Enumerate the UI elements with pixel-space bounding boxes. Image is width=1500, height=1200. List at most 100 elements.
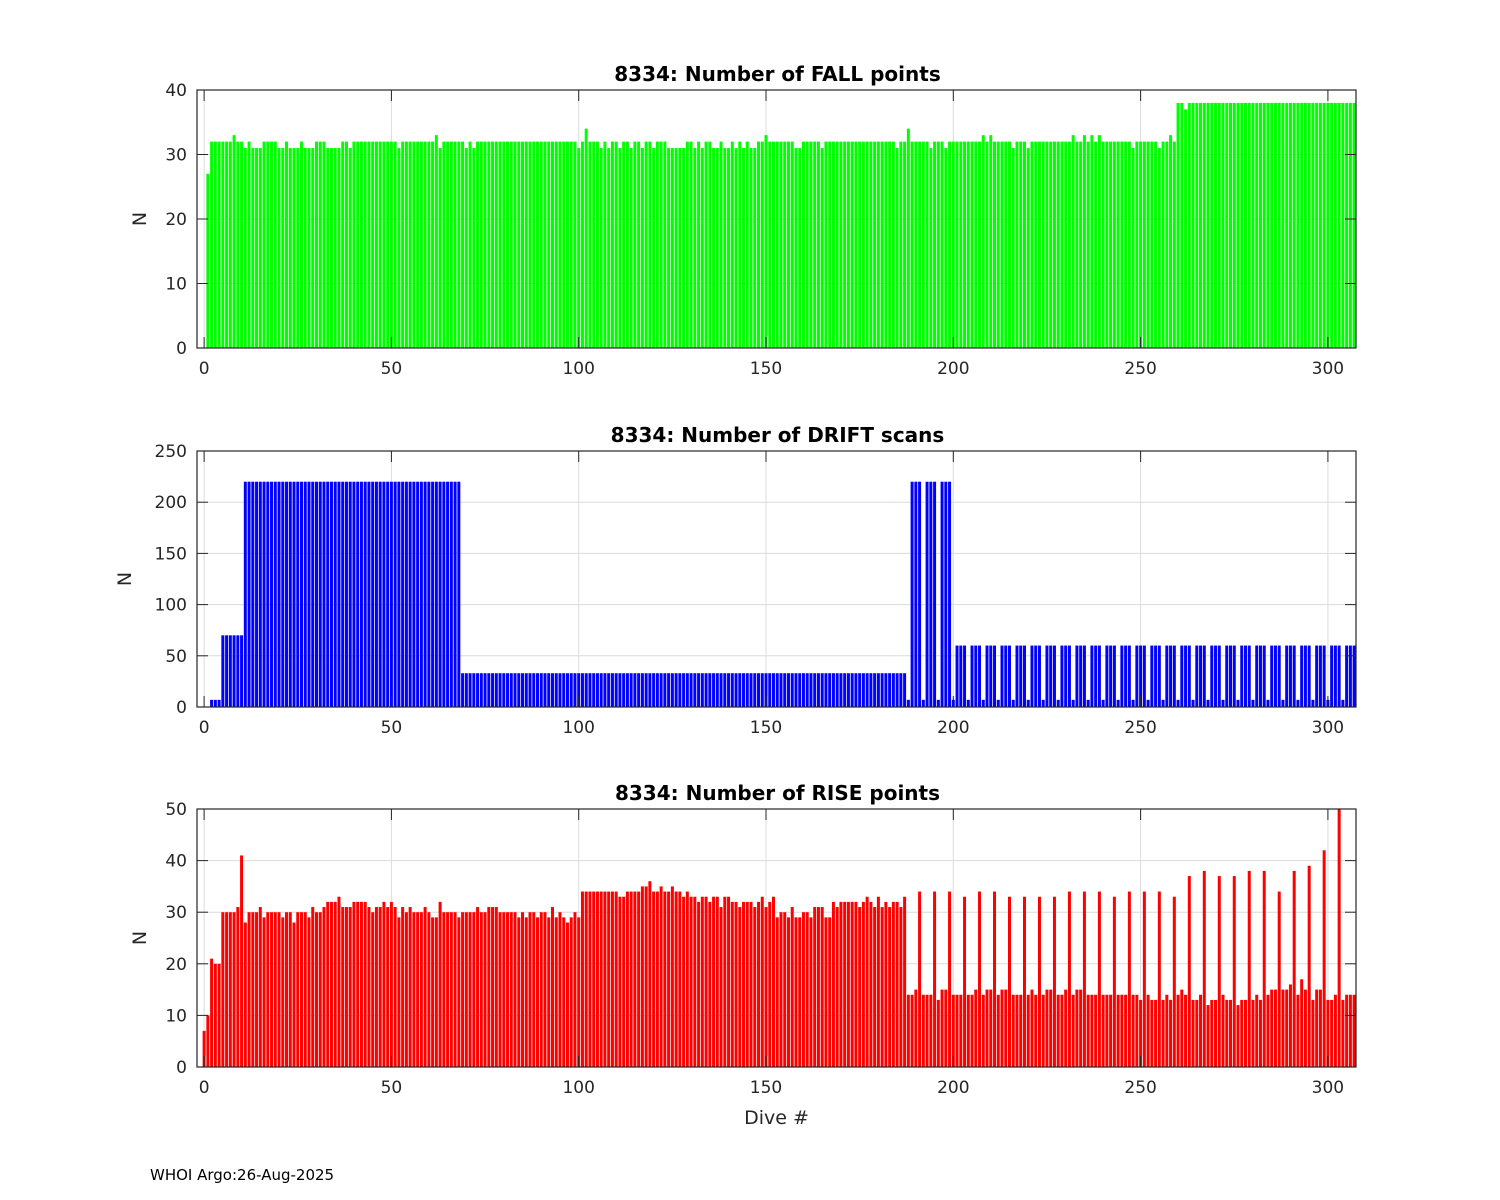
bar bbox=[344, 141, 348, 348]
bar bbox=[790, 673, 794, 707]
bar bbox=[809, 141, 813, 348]
bar bbox=[401, 907, 405, 1067]
x-tick-label: 100 bbox=[562, 359, 594, 379]
bar bbox=[948, 481, 952, 707]
bar bbox=[734, 148, 738, 348]
bar bbox=[1071, 994, 1075, 1067]
bar bbox=[652, 148, 656, 348]
bar bbox=[790, 907, 794, 1067]
bar bbox=[258, 148, 262, 348]
bar bbox=[1094, 994, 1098, 1067]
bar bbox=[270, 141, 274, 348]
bar bbox=[367, 481, 371, 707]
bar bbox=[412, 141, 416, 348]
bar bbox=[1097, 135, 1101, 348]
y-tick-label: 10 bbox=[165, 1006, 187, 1026]
y-tick-label: 50 bbox=[165, 647, 187, 667]
bar bbox=[592, 891, 596, 1067]
bar bbox=[678, 148, 682, 348]
bar bbox=[1202, 645, 1206, 707]
bar bbox=[854, 673, 858, 707]
bar bbox=[760, 896, 764, 1067]
bar bbox=[633, 141, 637, 348]
bar bbox=[487, 673, 491, 707]
bar bbox=[416, 141, 420, 348]
bar bbox=[1281, 102, 1285, 349]
bar bbox=[255, 481, 259, 707]
bar bbox=[1187, 645, 1191, 707]
bar bbox=[674, 148, 678, 348]
bar bbox=[610, 891, 614, 1067]
bar bbox=[397, 148, 401, 348]
bar bbox=[1199, 645, 1203, 707]
bar bbox=[1022, 141, 1026, 348]
x-tick-label: 150 bbox=[750, 1078, 782, 1098]
bar bbox=[580, 673, 584, 707]
bar bbox=[270, 912, 274, 1067]
bar bbox=[1300, 645, 1304, 707]
bar bbox=[659, 886, 663, 1067]
bar bbox=[933, 141, 937, 348]
bar bbox=[813, 141, 817, 348]
bar bbox=[831, 673, 835, 707]
bar bbox=[786, 673, 790, 707]
bar bbox=[539, 912, 543, 1067]
bar bbox=[1019, 645, 1023, 707]
bar bbox=[1262, 870, 1266, 1067]
bar bbox=[1094, 645, 1098, 707]
bar bbox=[502, 141, 506, 348]
bar bbox=[404, 481, 408, 707]
bar bbox=[820, 907, 824, 1067]
bar bbox=[236, 635, 240, 707]
bar bbox=[528, 141, 532, 348]
bar bbox=[948, 891, 952, 1067]
bar bbox=[247, 141, 251, 348]
bar bbox=[1026, 148, 1030, 348]
bar bbox=[386, 481, 390, 707]
bar bbox=[678, 891, 682, 1067]
bar bbox=[1165, 141, 1169, 348]
bar bbox=[861, 673, 865, 707]
bar bbox=[1210, 102, 1214, 349]
bar bbox=[565, 141, 569, 348]
bar bbox=[382, 141, 386, 348]
bar bbox=[1345, 994, 1349, 1067]
bar bbox=[1105, 645, 1109, 707]
bar bbox=[1045, 989, 1049, 1067]
bar bbox=[524, 673, 528, 707]
bar bbox=[951, 994, 955, 1067]
bar bbox=[1094, 141, 1098, 348]
bar bbox=[359, 901, 363, 1067]
bar bbox=[1281, 989, 1285, 1067]
x-tick-label: 0 bbox=[199, 359, 210, 379]
bar bbox=[217, 141, 221, 348]
bar bbox=[367, 907, 371, 1067]
bar bbox=[753, 148, 757, 348]
bar bbox=[1277, 645, 1281, 707]
bar bbox=[1255, 994, 1259, 1067]
bar bbox=[1049, 989, 1053, 1067]
bar bbox=[820, 148, 824, 348]
bar bbox=[1251, 999, 1255, 1067]
bar bbox=[993, 141, 997, 348]
bar bbox=[464, 673, 468, 707]
bar bbox=[483, 673, 487, 707]
bar bbox=[970, 994, 974, 1067]
bar bbox=[431, 141, 435, 348]
bar bbox=[839, 901, 843, 1067]
x-tick-label: 100 bbox=[562, 718, 594, 738]
bar bbox=[285, 141, 289, 348]
bar bbox=[461, 141, 465, 348]
bar bbox=[333, 148, 337, 348]
bar bbox=[1015, 994, 1019, 1067]
bar bbox=[813, 673, 817, 707]
bar bbox=[738, 141, 742, 348]
bar bbox=[569, 673, 573, 707]
bar bbox=[764, 673, 768, 707]
bar bbox=[1191, 699, 1195, 707]
bar bbox=[494, 673, 498, 707]
x-tick-label: 50 bbox=[381, 1078, 403, 1098]
bar bbox=[610, 141, 614, 348]
bar bbox=[723, 896, 727, 1067]
bar bbox=[322, 141, 326, 348]
